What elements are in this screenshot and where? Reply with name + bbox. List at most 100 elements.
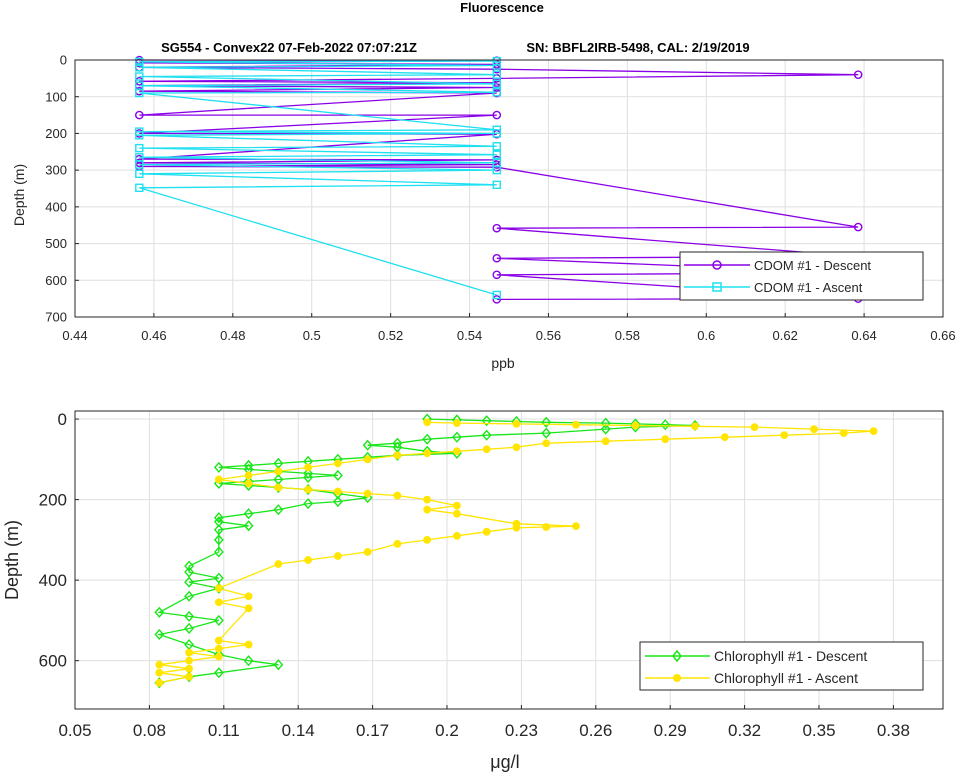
descent-point <box>184 590 195 602</box>
y-tick-label: 600 <box>39 652 67 671</box>
descent-point <box>332 469 343 481</box>
cdom-ylabel: Depth (m) <box>11 164 27 226</box>
ascent-point <box>333 552 342 560</box>
y-tick-label: 0 <box>58 410 67 429</box>
descent-point <box>213 614 224 626</box>
ascent-point <box>572 420 580 429</box>
ascent-point <box>512 443 521 452</box>
descent-point <box>422 433 433 445</box>
ascent-point <box>482 527 491 536</box>
descent-point <box>243 459 254 471</box>
descent-point <box>853 70 863 79</box>
ascent-point <box>869 427 878 436</box>
ascent-point <box>185 648 193 657</box>
ascent-point <box>135 72 144 81</box>
x-tick-label: 0.58 <box>615 328 640 343</box>
x-tick-label: 0.48 <box>220 328 245 343</box>
ascent-point <box>135 57 144 67</box>
ascent-point <box>492 180 501 190</box>
cdom-plot-area: 0.44 0.46 0.48 0.5 0.52 0.54 0.56 0.58 0.6 0.62 0.… <box>45 53 955 343</box>
y-tick-label: 700 <box>45 310 67 325</box>
ascent-point <box>453 531 461 540</box>
y-tick-label: 300 <box>45 163 67 178</box>
descent-point <box>600 417 611 429</box>
descent-point <box>213 461 224 473</box>
ascent-point <box>363 489 372 498</box>
cdom-legend: CDOM #1 - Descent CDOM #1 - Ascent <box>679 251 924 301</box>
x-tick-label: 0.05 <box>58 721 91 740</box>
descent-point <box>481 415 492 427</box>
y-tick-label: 100 <box>45 89 67 104</box>
ascent-point <box>492 142 501 151</box>
x-tick-label: 0.26 <box>579 721 612 740</box>
chlorophyll-legend: Chlorophyll #1 - Descent Chlorophyll #1 … <box>639 641 924 691</box>
x-tick-label: 0.52 <box>378 328 403 343</box>
descent-point <box>213 667 224 679</box>
y-tick-label: 500 <box>45 236 67 251</box>
ascent-point <box>244 471 253 480</box>
descent-point <box>660 419 671 431</box>
ascent-point <box>572 522 580 531</box>
ascent-point <box>492 79 501 89</box>
ascent-point <box>393 539 402 548</box>
ascent-point <box>423 495 432 504</box>
x-tick-label: 0.46 <box>141 328 166 343</box>
ascent-point <box>135 143 144 153</box>
chlorophyll-legend-box <box>639 641 924 691</box>
ascent-point <box>185 656 193 665</box>
descent-point <box>213 546 224 558</box>
ascent-point <box>214 598 223 607</box>
descent-point <box>184 622 195 635</box>
ascent-point <box>214 584 223 593</box>
cdom-title-left: SG554 - Convex22 07-Feb-2022 07:07:21Z <box>161 40 417 55</box>
descent-point <box>154 606 165 618</box>
ascent-point <box>423 418 432 427</box>
ascent-point <box>542 439 551 448</box>
ascent-point <box>214 644 223 653</box>
descent-point <box>213 524 224 536</box>
descent-point <box>135 76 144 86</box>
ascent-point <box>274 483 283 492</box>
x-tick-label: 0.17 <box>356 721 389 740</box>
ascent-point <box>492 125 501 134</box>
ascent-point <box>135 127 144 136</box>
ascent-point <box>214 475 223 484</box>
cdom-panel: SG554 - Convex22 07-Feb-2022 07:07:21Z S… <box>11 40 956 371</box>
x-tick-label: 0.29 <box>654 721 687 740</box>
cdom-legend-descent-label: CDOM #1 - Descent <box>754 258 871 273</box>
y-tick-label: 200 <box>45 126 67 141</box>
ascent-point <box>274 467 283 476</box>
descent-point <box>273 504 284 516</box>
ascent-point <box>492 290 501 300</box>
cdom-xlabel: ppb <box>491 355 515 371</box>
ascent-point <box>135 169 144 179</box>
ascent-point <box>135 183 144 192</box>
x-tick-label: 0.64 <box>851 328 876 343</box>
ascent-point <box>839 429 848 438</box>
x-tick-label: 0.38 <box>877 721 910 740</box>
ascent-point <box>214 652 223 661</box>
ascent-point <box>423 535 432 544</box>
descent-point <box>492 295 502 304</box>
descent-point <box>492 270 502 280</box>
x-tick-label: 0.11 <box>208 721 240 740</box>
ascent-point <box>423 505 432 514</box>
descent-point <box>273 659 284 671</box>
ascent-point <box>720 433 729 442</box>
ascent-point <box>244 479 253 488</box>
ascent-point <box>691 422 699 431</box>
chlorophyll-ylabel: Depth (m) <box>2 520 22 600</box>
chlorophyll-panel: 0.05 0.08 0.11 0.14 0.17 0.2 0.23 0.26 0.29 0.32 0… <box>2 410 944 772</box>
ascent-point <box>185 664 193 673</box>
descent-point <box>492 110 502 120</box>
ascent-point <box>453 447 461 456</box>
x-tick-label: 0.08 <box>133 721 166 740</box>
ascent-point <box>492 158 501 168</box>
ascent-point <box>185 672 193 681</box>
ascent-point <box>601 437 610 446</box>
cdom-legend-descent-marker <box>712 260 722 270</box>
descent-point <box>481 429 492 441</box>
ascent-point <box>631 421 640 430</box>
x-tick-label: 0.62 <box>773 328 798 343</box>
